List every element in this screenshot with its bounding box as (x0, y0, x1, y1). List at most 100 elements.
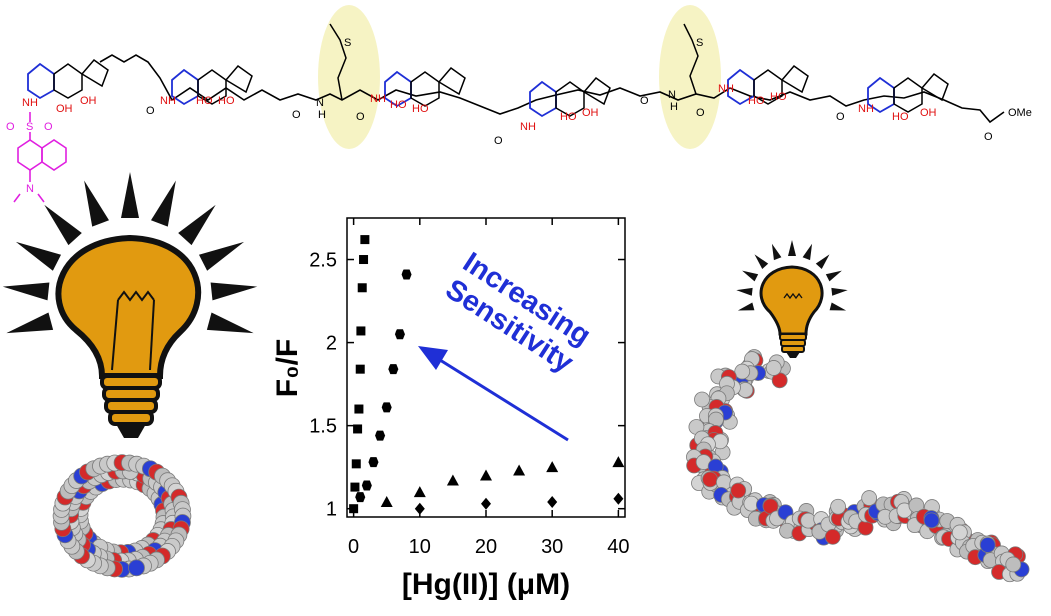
svg-text:O: O (44, 121, 53, 133)
bulb-ray (15, 241, 62, 271)
steroid-ring-icon (27, 58, 109, 100)
bulb-ray (825, 270, 842, 282)
svg-text:O: O (6, 121, 15, 133)
bulb-ray (771, 243, 782, 261)
carbonyl-oxygen-label: O (146, 105, 155, 117)
y-axis-title: F₀/F (271, 339, 304, 398)
bulb-ray (2, 282, 50, 301)
atom-sphere (765, 360, 782, 376)
bulb-ray (742, 270, 759, 282)
atom-sphere (730, 482, 747, 499)
cyclic-oligomer-space-fill-icon (52, 454, 192, 578)
diamond-marker (613, 492, 624, 505)
circle-marker (375, 430, 386, 441)
chart: 11.522.5 0 10 20 30 40 [Hg(II)] (μM) F₀/F In… (271, 217, 630, 601)
ester-label: OMe (1008, 107, 1032, 119)
steroid-ring-icon (529, 76, 611, 118)
square-marker (357, 283, 367, 293)
hydroxyl-label: OH (56, 103, 73, 115)
y-tick-label: 1.5 (309, 416, 337, 438)
bulb-ray (788, 240, 796, 256)
atom-sphere (694, 391, 710, 408)
circle-marker (401, 269, 412, 280)
circle-marker (381, 402, 392, 413)
hydroxyl-label: HO (560, 111, 577, 123)
amide-label: NH (160, 95, 176, 107)
triangle-marker (380, 496, 393, 508)
square-marker (356, 326, 366, 336)
triangle-marker (612, 456, 625, 468)
bulb-ray (198, 241, 245, 271)
diamond-marker (547, 496, 558, 509)
hydroxyl-label: HO (218, 95, 235, 107)
atom-sphere (762, 498, 779, 515)
triangle-marker (413, 486, 426, 498)
backbone-chain (99, 54, 1005, 124)
methionine-highlight-left (318, 5, 380, 149)
circle-marker (388, 364, 399, 375)
amide-label: NH (370, 93, 386, 105)
amide-n-label: N (316, 97, 324, 109)
bulb-ray (178, 204, 216, 246)
triangle-marker (546, 461, 559, 473)
square-marker (351, 459, 361, 469)
atom-sphere (128, 559, 145, 577)
bulb-ray (831, 287, 848, 296)
triangle-marker (513, 464, 526, 476)
y-tick-label: 2.5 (309, 250, 337, 272)
atom-sphere (951, 524, 968, 541)
triangle-marker (480, 469, 492, 481)
square-marker (355, 364, 365, 374)
atom-sphere (923, 512, 940, 529)
bulb-ray (737, 302, 755, 311)
bulb-ray (84, 180, 110, 227)
bulb-ray (44, 204, 82, 246)
amide-label: NH (22, 97, 38, 109)
svg-text:S: S (26, 121, 33, 133)
hydroxyl-label: HO (196, 95, 213, 107)
steroid-ring-icon (867, 72, 949, 114)
steroid-ring-icon (171, 64, 253, 106)
bulb-ray (121, 172, 139, 218)
square-marker (360, 235, 370, 245)
data-markers (349, 235, 625, 515)
y-tick-label: 2 (326, 333, 337, 355)
atom-sphere (702, 471, 718, 488)
square-marker (354, 404, 364, 414)
circle-marker (361, 480, 372, 491)
y-tick-label: 1 (326, 499, 337, 521)
thioether-sidechain-icon: S (329, 23, 351, 101)
sulfur-label-right: S (696, 37, 703, 49)
bulb-ray (736, 287, 753, 296)
bulb-ray (815, 254, 830, 269)
carbonyl-oxygen-label: O (356, 111, 365, 123)
amine-h-label: H (670, 101, 678, 113)
bulb-ray (829, 302, 847, 311)
bulb-ray (150, 180, 176, 227)
x-tick-label: 0 (348, 536, 359, 558)
x-tick-label: 30 (541, 536, 563, 558)
carbonyl-oxygen-label: O (696, 107, 705, 119)
carbonyl-oxygen-label: O (836, 111, 845, 123)
atom-sphere (830, 498, 846, 515)
carbonyl-oxygen-label: O (984, 131, 993, 143)
hydroxyl-label: HO (748, 95, 765, 107)
sulfur-label-left: S (344, 37, 351, 49)
atom-sphere (861, 490, 878, 506)
bulb-ray (754, 254, 769, 269)
bulb-ray (210, 282, 258, 301)
steroid-ring-icon (384, 66, 466, 108)
atom-sphere (979, 537, 996, 553)
hydroxyl-label: HO (412, 103, 429, 115)
hydroxyl-label: HO (770, 91, 787, 103)
diamond-marker (414, 502, 425, 515)
large-light-bulb-icon (2, 172, 258, 438)
carbonyl-oxygen-label: O (292, 109, 301, 121)
dansyl-fluorophore-icon: O S O N (6, 112, 67, 203)
bulb-ray (206, 312, 254, 334)
amide-n-label: N (668, 89, 676, 101)
hydroxyl-label: OH (920, 107, 937, 119)
thioether-sidechain-icon: S (683, 23, 703, 95)
molecular-structure: S S NH OH OH NH HO HO O N H O O NH HO HO… (6, 5, 1032, 203)
